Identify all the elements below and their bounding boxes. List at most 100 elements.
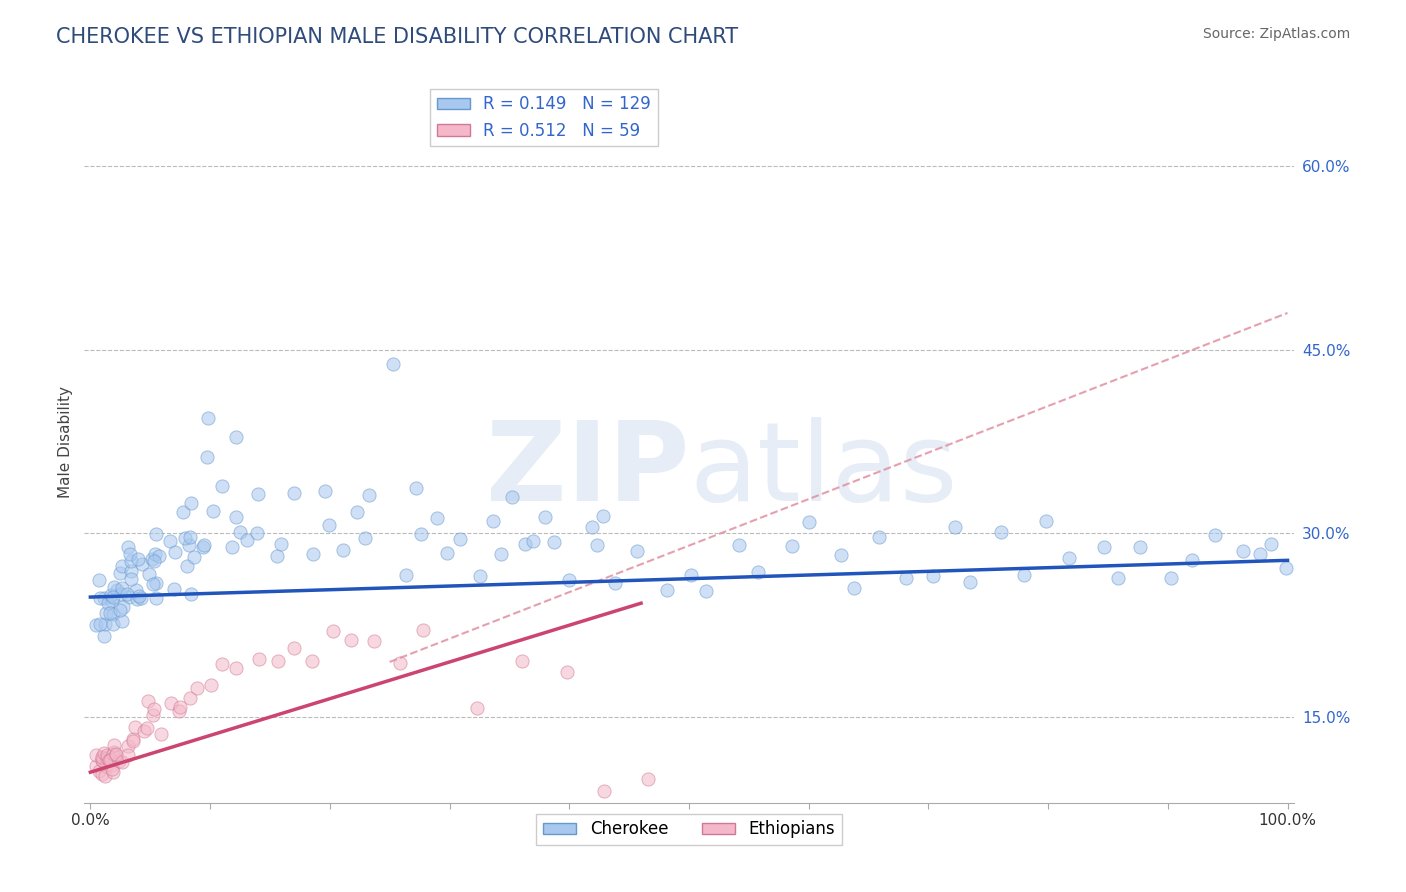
Point (426, 511, 449, 525)
Point (183, 549, 205, 564)
Point (894, 570, 917, 584)
Point (98, 753, 121, 767)
Point (247, 652, 270, 666)
Point (117, 739, 139, 753)
Point (87, 764, 110, 778)
Point (412, 624, 434, 638)
Point (125, 583, 148, 598)
Point (94, 759, 117, 773)
Point (922, 569, 945, 583)
Point (236, 533, 259, 547)
Point (868, 530, 890, 544)
Point (117, 540, 139, 554)
Point (558, 574, 581, 588)
Point (91, 753, 114, 767)
Point (1232, 544, 1254, 558)
Point (581, 520, 603, 534)
Point (221, 541, 243, 555)
Point (1035, 514, 1057, 528)
Point (449, 532, 471, 546)
Point (120, 572, 142, 586)
Point (411, 526, 433, 541)
Point (586, 538, 609, 552)
Point (513, 537, 536, 551)
Point (603, 575, 626, 590)
Point (176, 559, 198, 574)
Point (90, 753, 112, 767)
Point (96, 750, 118, 764)
Point (695, 584, 717, 599)
Point (132, 724, 155, 739)
Point (211, 657, 233, 672)
Point (283, 640, 305, 655)
Text: atlas: atlas (689, 417, 957, 524)
Point (339, 633, 361, 648)
Point (163, 582, 186, 597)
Point (395, 568, 418, 582)
Point (94, 769, 117, 783)
Point (245, 526, 267, 541)
Point (165, 545, 187, 559)
Point (510, 654, 533, 668)
Point (225, 661, 247, 675)
Point (637, 772, 659, 787)
Point (1260, 537, 1282, 551)
Point (799, 515, 821, 529)
Point (318, 517, 340, 532)
Point (501, 490, 523, 504)
Point (100, 758, 122, 772)
Point (105, 747, 128, 762)
Point (830, 548, 852, 562)
Point (314, 484, 336, 499)
Point (267, 654, 290, 668)
Point (481, 514, 503, 528)
Point (359, 488, 381, 502)
Point (301, 547, 323, 561)
Point (1092, 540, 1115, 554)
Point (225, 430, 247, 444)
Point (943, 520, 966, 534)
Point (103, 747, 125, 761)
Point (990, 525, 1012, 540)
Point (86, 618, 108, 632)
Point (202, 504, 225, 518)
Point (389, 657, 412, 671)
Point (142, 577, 165, 591)
Point (728, 538, 751, 552)
Point (1275, 560, 1298, 574)
Point (436, 546, 458, 560)
Point (103, 580, 125, 594)
Point (1129, 541, 1152, 555)
Point (120, 547, 142, 561)
Point (844, 581, 866, 595)
Point (108, 754, 131, 768)
Point (195, 450, 218, 465)
Point (89, 617, 111, 632)
Point (489, 547, 512, 561)
Point (84, 759, 107, 773)
Y-axis label: Male Disability: Male Disability (58, 385, 73, 498)
Point (111, 756, 134, 770)
Point (1160, 572, 1182, 586)
Point (179, 691, 201, 706)
Point (148, 549, 170, 563)
Text: Source: ZipAtlas.com: Source: ZipAtlas.com (1202, 27, 1350, 41)
Point (1057, 550, 1080, 565)
Point (200, 678, 222, 692)
Point (959, 575, 981, 590)
Point (135, 721, 157, 735)
Point (94, 606, 117, 620)
Point (229, 524, 252, 539)
Point (346, 505, 368, 519)
Point (108, 603, 131, 617)
Point (110, 614, 132, 628)
Point (131, 557, 153, 571)
Point (84, 747, 107, 762)
Point (93, 630, 115, 644)
Point (145, 591, 167, 605)
Point (179, 530, 201, 544)
Point (136, 694, 159, 708)
Point (266, 549, 288, 564)
Point (101, 591, 124, 605)
Point (97, 596, 120, 610)
